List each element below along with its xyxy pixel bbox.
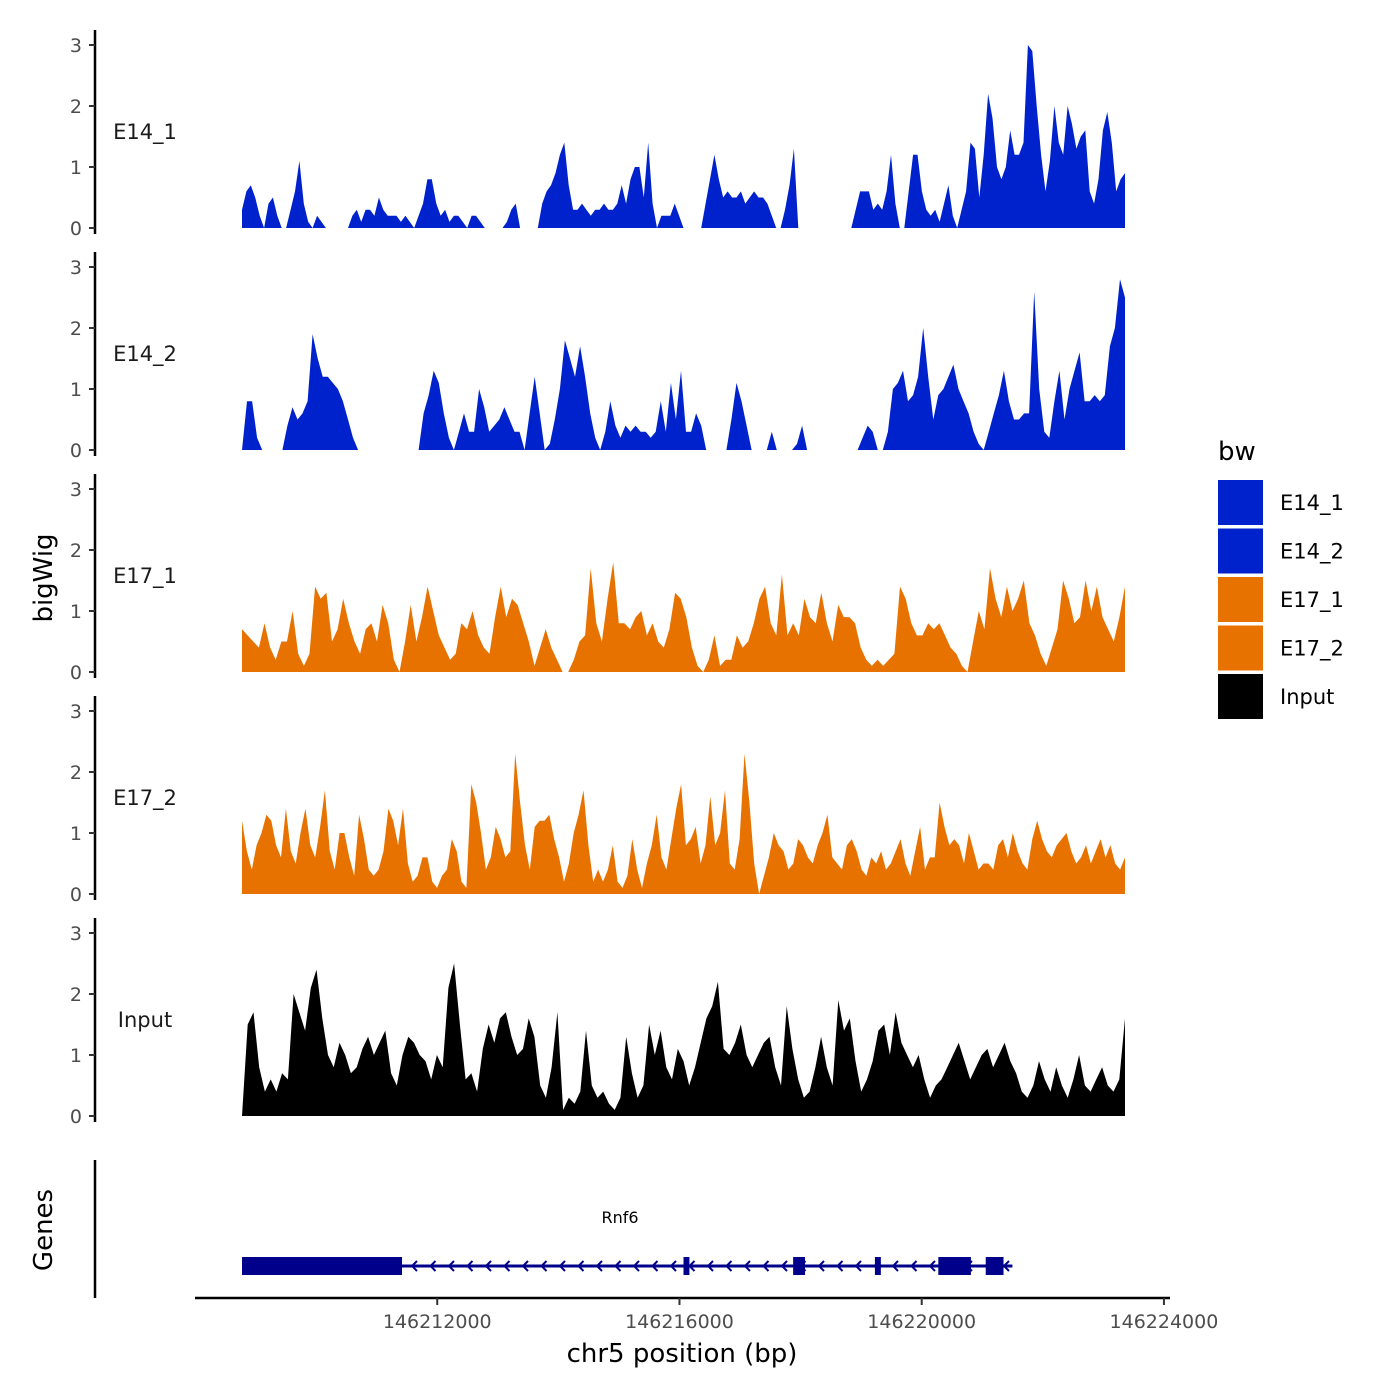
strand-arrow	[447, 1260, 455, 1272]
strand-arrow	[503, 1260, 511, 1272]
genes-axis-title: Genes	[29, 1189, 59, 1271]
strand-arrow	[706, 1260, 714, 1272]
y-tick-label: 0	[70, 662, 82, 684]
y-tick-label: 3	[70, 479, 82, 501]
legend-label-E14_2: E14_2	[1280, 540, 1344, 565]
legend-label-E17_1: E17_1	[1280, 588, 1344, 613]
y-tick-label: 2	[70, 318, 82, 340]
strand-arrow	[614, 1260, 622, 1272]
strand-arrow	[725, 1260, 733, 1272]
y-tick-label: 1	[70, 1045, 82, 1067]
track-label: E17_1	[113, 564, 177, 589]
bigwig-tracks: 0 1 2 3 E14_1 0 1 2 3 E14_2 0 1 2 3 E17_1 0 1 2 3 E17_2 0 1 2 3…	[70, 30, 1125, 1128]
legend-key-E14_1	[1218, 480, 1263, 525]
strand-arrow	[558, 1260, 566, 1272]
track-label: E17_2	[113, 786, 177, 811]
y-axis-title: bigWig	[29, 533, 59, 622]
legend: bw E14_1 E14_2 E17_1 E17_2 Input	[1218, 437, 1344, 719]
signal-area-Input	[242, 963, 1125, 1116]
gene-exon	[985, 1257, 1004, 1275]
x-tick-label: 146220000	[867, 1311, 976, 1333]
x-axis-title: chr5 position (bp)	[567, 1339, 798, 1369]
signal-area-E14_1	[242, 45, 1125, 228]
signal-area-E17_2	[242, 753, 1125, 894]
strand-arrow	[891, 1260, 899, 1272]
y-tick-label: 1	[70, 823, 82, 845]
x-axis: 146212000 146216000 146220000 146224000	[195, 1296, 1219, 1333]
y-tick-label: 0	[70, 440, 82, 462]
y-tick-label: 1	[70, 157, 82, 179]
y-tick-label: 0	[70, 884, 82, 906]
y-tick-label: 2	[70, 984, 82, 1006]
legend-key-E14_2	[1218, 528, 1263, 574]
legend-key-Input	[1218, 674, 1263, 719]
gene-exon	[938, 1257, 971, 1275]
strand-arrow	[928, 1260, 936, 1272]
strand-arrow	[762, 1260, 770, 1272]
y-tick-label: 1	[70, 379, 82, 401]
strand-arrow	[854, 1260, 862, 1272]
strand-arrow	[910, 1260, 918, 1272]
strand-arrow	[1002, 1260, 1010, 1272]
y-tick-label: 2	[70, 540, 82, 562]
y-tick-label: 3	[70, 923, 82, 945]
y-tick-label: 1	[70, 601, 82, 623]
track-E17_1: 0 1 2 3 E17_1	[70, 474, 1125, 684]
legend-key-E17_2	[1218, 625, 1263, 671]
gene-exon	[242, 1257, 403, 1275]
legend-label-Input: Input	[1280, 685, 1334, 709]
x-tick-label: 146216000	[625, 1311, 734, 1333]
gene-panel: Rnf6	[93, 1160, 1013, 1298]
strand-arrow	[780, 1260, 788, 1272]
track-label: Input	[118, 1008, 172, 1032]
y-tick-label: 0	[70, 1106, 82, 1128]
track-label: E14_2	[113, 342, 177, 367]
legend-key-E17_1	[1218, 577, 1263, 622]
strand-arrow	[429, 1260, 437, 1272]
signal-area-E14_2	[242, 279, 1125, 450]
y-tick-label: 3	[70, 35, 82, 57]
strand-arrow	[595, 1260, 603, 1272]
y-tick-label: 3	[70, 257, 82, 279]
y-tick-label: 2	[70, 762, 82, 784]
x-tick-label: 146212000	[383, 1311, 492, 1333]
y-tick-label: 0	[70, 218, 82, 240]
strand-arrow	[521, 1260, 529, 1272]
y-tick-label: 3	[70, 701, 82, 723]
strand-arrow	[410, 1260, 418, 1272]
signal-area-E17_1	[242, 562, 1125, 672]
track-E17_2: 0 1 2 3 E17_2	[70, 696, 1125, 906]
gene-exon	[874, 1257, 881, 1275]
x-tick-label: 146224000	[1110, 1311, 1219, 1333]
legend-label-E17_2: E17_2	[1280, 637, 1344, 662]
strand-arrow	[817, 1260, 825, 1272]
strand-arrow	[688, 1260, 696, 1272]
y-tick-label: 2	[70, 96, 82, 118]
track-E14_2: 0 1 2 3 E14_2	[70, 252, 1125, 462]
strand-arrow	[743, 1260, 751, 1272]
legend-title: bw	[1218, 437, 1256, 467]
strand-arrow	[632, 1260, 640, 1272]
strand-arrow	[836, 1260, 844, 1272]
strand-arrow	[466, 1260, 474, 1272]
gene-exon	[793, 1257, 805, 1275]
legend-label-E14_1: E14_1	[1280, 491, 1344, 516]
gene-name-label: Rnf6	[601, 1208, 638, 1227]
gene-exon	[683, 1257, 690, 1275]
strand-arrow	[669, 1260, 677, 1272]
strand-arrow	[577, 1260, 585, 1272]
strand-arrow	[484, 1260, 492, 1272]
track-label: E14_1	[113, 120, 177, 145]
track-Input: 0 1 2 3 Input	[70, 918, 1125, 1128]
strand-arrow	[651, 1260, 659, 1272]
track-E14_1: 0 1 2 3 E14_1	[70, 30, 1125, 240]
strand-arrow	[540, 1260, 548, 1272]
